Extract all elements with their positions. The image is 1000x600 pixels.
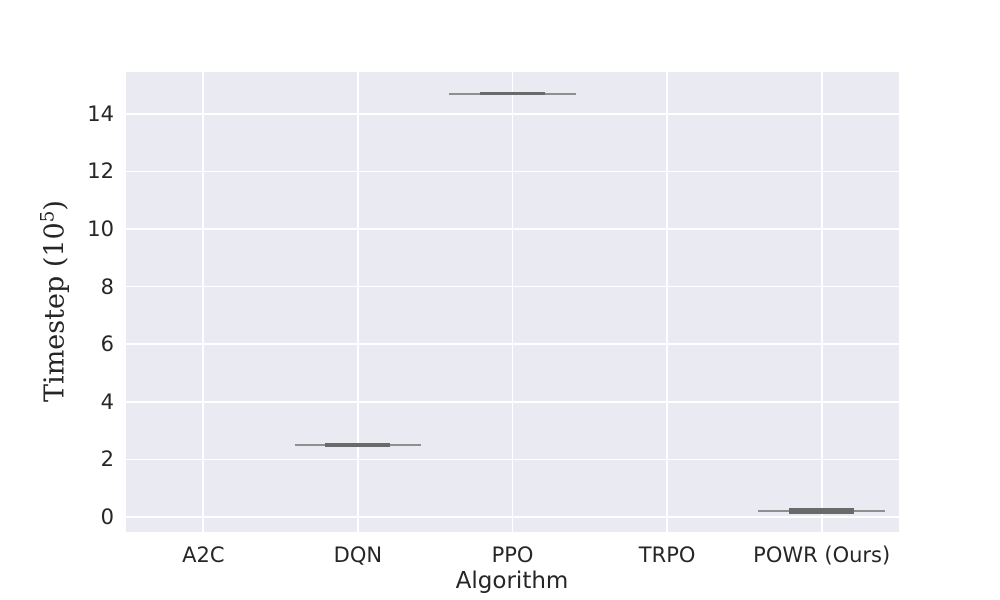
x-tick-label: A2C xyxy=(182,543,225,567)
y-tick-label: 6 xyxy=(100,332,114,357)
y-tick-label: 14 xyxy=(87,101,114,126)
y-tick-label: 0 xyxy=(100,505,114,530)
box-rect-collapsed xyxy=(325,443,391,447)
y-tick-label: 2 xyxy=(100,447,114,472)
x-axis-title: Algorithm xyxy=(455,568,569,594)
x-tick-label: PPO xyxy=(491,543,534,567)
gridline-vertical xyxy=(511,72,514,532)
gridline-vertical xyxy=(357,72,359,532)
y-tick-label: 4 xyxy=(100,389,114,414)
x-tick-label: POWR (Ours) xyxy=(753,543,891,567)
gridline-vertical xyxy=(666,72,668,532)
x-tick-label: TRPO xyxy=(638,543,696,567)
y-tick-label: 8 xyxy=(100,274,114,299)
gridline-vertical xyxy=(820,72,823,532)
y-tick-label: 12 xyxy=(87,159,114,184)
gridline-vertical xyxy=(202,72,205,532)
box-median-line xyxy=(789,510,855,513)
x-tick-label: DQN xyxy=(333,543,383,567)
box-rect-collapsed xyxy=(480,92,545,96)
y-tick-label: 10 xyxy=(87,216,114,241)
y-axis-title-text: Timestep (10 xyxy=(39,222,71,402)
y-axis-title-close: ) xyxy=(39,200,71,211)
plot-area xyxy=(126,72,899,532)
